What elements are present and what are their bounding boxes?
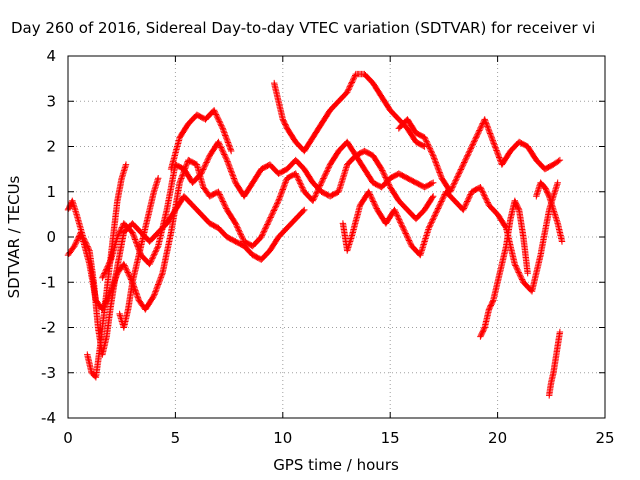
series-track-9 bbox=[339, 179, 561, 295]
x-tick-label: 10 bbox=[273, 429, 292, 447]
x-axis-label: GPS time / hours bbox=[273, 456, 399, 474]
series-track-12 bbox=[533, 179, 566, 245]
y-tick-label: 0 bbox=[46, 228, 56, 246]
x-tick-label: 0 bbox=[63, 429, 73, 447]
axis-ticks: 0 5 10 15 20 25 -4 -3 -2 -1 0 1 2 3 4 bbox=[41, 47, 615, 447]
plus-markers bbox=[533, 179, 566, 245]
plus-markers bbox=[167, 107, 235, 173]
y-tick-label: -2 bbox=[41, 319, 56, 337]
plus-markers bbox=[339, 179, 561, 295]
y-tick-label: 4 bbox=[46, 47, 56, 65]
x-tick-label: 25 bbox=[595, 429, 614, 447]
x-tick-label: 5 bbox=[171, 429, 181, 447]
x-tick-label: 15 bbox=[381, 429, 400, 447]
plus-markers bbox=[395, 116, 564, 195]
x-tick-label: 20 bbox=[488, 429, 507, 447]
series-track-5 bbox=[116, 175, 162, 331]
series-track-8 bbox=[395, 116, 564, 195]
series-track-7 bbox=[271, 70, 428, 155]
y-tick-label: 3 bbox=[46, 92, 56, 110]
plus-markers bbox=[271, 70, 428, 155]
plus-markers bbox=[84, 161, 130, 381]
plus-markers bbox=[546, 328, 564, 399]
y-tick-label: 2 bbox=[46, 138, 56, 156]
y-axis-label: SDTVAR / TECUs bbox=[5, 175, 23, 298]
y-tick-label: 1 bbox=[46, 183, 56, 201]
data-points bbox=[64, 70, 566, 399]
plus-markers bbox=[477, 197, 531, 340]
series-track-4 bbox=[84, 161, 130, 381]
series-track-11 bbox=[546, 328, 564, 399]
y-tick-label: -4 bbox=[41, 409, 56, 427]
y-tick-label: -3 bbox=[41, 364, 56, 382]
y-tick-label: -1 bbox=[41, 273, 56, 291]
series-track-10 bbox=[477, 197, 531, 340]
plus-markers bbox=[116, 175, 162, 331]
chart-title: Day 260 of 2016, Sidereal Day-to-day VTE… bbox=[11, 19, 595, 37]
series-track-6 bbox=[167, 107, 235, 173]
